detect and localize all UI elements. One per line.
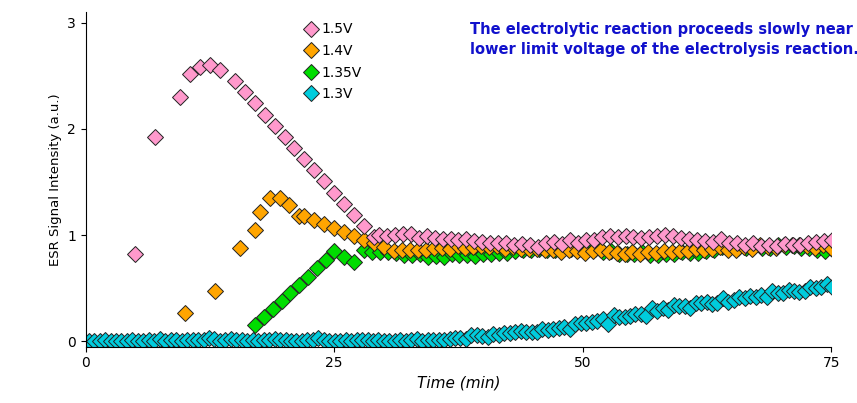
1.4V <box>715 245 725 250</box>
1.3V <box>822 282 832 287</box>
1.35V <box>454 253 464 258</box>
1.3V <box>548 327 559 332</box>
1.5V <box>756 244 766 249</box>
1.5V <box>130 252 141 257</box>
1.35V <box>399 253 409 258</box>
1.35V <box>621 251 632 256</box>
1.35V <box>582 245 592 250</box>
1.3V <box>663 307 674 312</box>
1.5V <box>205 63 215 68</box>
1.5V <box>724 241 734 245</box>
1.5V <box>779 242 789 247</box>
1.4V <box>265 195 275 200</box>
1.5V <box>557 241 567 246</box>
1.3V <box>363 338 373 343</box>
1.35V <box>772 243 782 248</box>
1.3V <box>417 339 428 344</box>
X-axis label: Time (min): Time (min) <box>417 376 500 391</box>
1.4V <box>699 248 710 253</box>
1.3V <box>193 337 203 342</box>
1.4V <box>834 245 844 250</box>
1.35V <box>645 252 656 257</box>
1.5V <box>604 234 614 239</box>
1.4V <box>778 242 788 247</box>
Y-axis label: ESR Signal Intensity (a.u.): ESR Signal Intensity (a.u.) <box>49 93 62 266</box>
Line: 1.3V: 1.3V <box>83 278 838 347</box>
1.35V <box>828 247 838 252</box>
1.3V <box>827 284 837 289</box>
1.3V <box>111 339 121 344</box>
1.4V <box>739 245 749 249</box>
1.5V <box>835 238 845 243</box>
Legend: 1.5V, 1.4V, 1.35V, 1.3V: 1.5V, 1.4V, 1.35V, 1.3V <box>305 23 362 101</box>
1.3V <box>346 339 357 344</box>
1.35V <box>249 323 260 328</box>
1.5V <box>676 235 686 240</box>
1.4V <box>180 310 190 315</box>
Text: The electrolytic reaction proceeds slowly near the
lower limit voltage of the el: The electrolytic reaction proceeds slowl… <box>470 22 857 57</box>
Line: 1.4V: 1.4V <box>180 192 845 318</box>
Line: 1.35V: 1.35V <box>249 240 839 331</box>
1.4V <box>722 248 733 253</box>
1.35V <box>339 255 350 260</box>
Line: 1.5V: 1.5V <box>130 60 846 260</box>
1.3V <box>83 339 93 343</box>
1.4V <box>285 203 295 208</box>
